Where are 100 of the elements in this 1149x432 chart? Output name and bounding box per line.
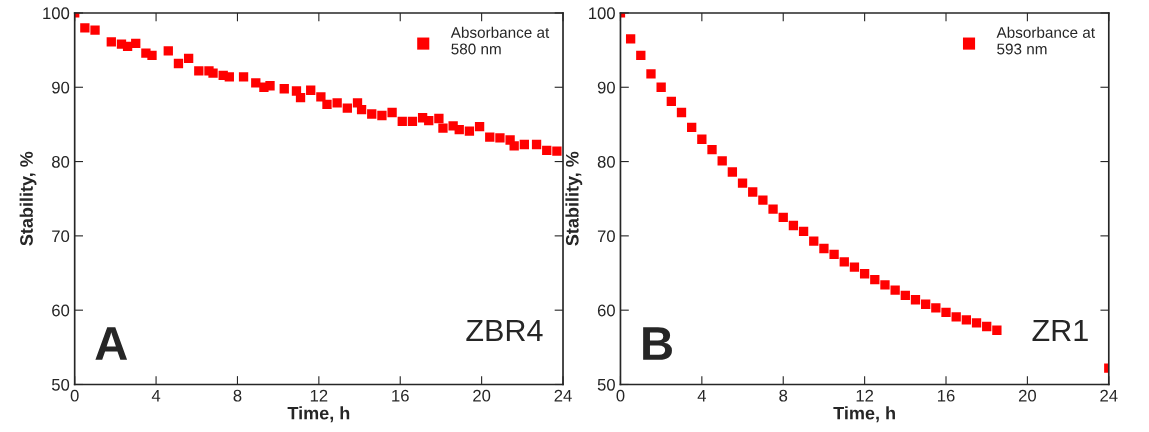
point (183, 53, 194, 63)
point (839, 257, 849, 267)
point (306, 85, 316, 95)
x-tick-label: 24 (1100, 389, 1118, 402)
point (194, 66, 204, 76)
point (717, 156, 727, 166)
point (438, 123, 448, 133)
point (788, 220, 799, 231)
x-tick-label: 0 (616, 389, 625, 402)
point (819, 243, 829, 254)
point (147, 50, 157, 60)
point (377, 110, 387, 121)
point (464, 126, 475, 136)
y-tick-label: 60 (597, 304, 615, 317)
point (295, 93, 306, 103)
point (931, 303, 941, 313)
point (992, 325, 1002, 335)
point (778, 212, 788, 222)
point (646, 69, 656, 79)
point (495, 133, 505, 143)
annotation: ZR1 (1032, 319, 1088, 341)
y-tick-label: 70 (597, 230, 615, 243)
point (656, 82, 666, 92)
point (921, 299, 931, 309)
y-tick-label: 70 (52, 230, 70, 243)
point (531, 139, 542, 150)
point (676, 107, 687, 118)
point (625, 34, 636, 44)
point (697, 134, 707, 144)
point (342, 103, 352, 113)
point (519, 139, 530, 150)
point (208, 68, 218, 78)
x-tick-label: 20 (473, 389, 491, 402)
y-tick-label: 80 (52, 155, 70, 168)
point (322, 99, 332, 110)
point (163, 46, 173, 56)
point (798, 226, 809, 237)
x-axis-title: Time, h (287, 406, 350, 423)
annotation: A (95, 327, 128, 360)
point (387, 107, 397, 118)
x-tick-label: 8 (779, 389, 788, 402)
point (758, 195, 768, 205)
point (768, 204, 778, 214)
y-tick-label: 50 (597, 378, 615, 391)
point (316, 92, 326, 102)
point (971, 318, 982, 328)
point (829, 249, 839, 260)
x-tick-label: 8 (233, 389, 242, 402)
point (474, 121, 485, 132)
annotation: ZBR4 (466, 319, 543, 341)
point (748, 187, 758, 197)
point (666, 96, 676, 107)
point (880, 280, 890, 290)
y-tick-label: 90 (52, 81, 70, 94)
point (367, 109, 377, 119)
x-tick-label: 12 (856, 389, 874, 402)
point (859, 269, 870, 279)
point (397, 116, 407, 127)
point (890, 285, 900, 295)
point (454, 124, 464, 135)
y-axis-title: Stability, % (19, 151, 37, 246)
point (687, 122, 697, 133)
point (910, 295, 921, 305)
point (265, 81, 275, 91)
point (356, 104, 367, 115)
x-tick-label: 24 (554, 389, 572, 402)
point (90, 25, 100, 35)
point (961, 315, 972, 325)
x-tick-label: 12 (310, 389, 328, 402)
y-tick-label: 100 (589, 7, 615, 20)
legend-label: Absorbance at 593 nm (996, 26, 1095, 55)
point (542, 145, 552, 156)
point (951, 312, 961, 322)
point (982, 321, 992, 332)
point (434, 113, 444, 124)
point (636, 50, 646, 60)
y-tick-label: 100 (43, 7, 70, 20)
y-axis-title: Stability, % (565, 151, 583, 246)
y-tick-label: 60 (52, 304, 70, 317)
point (485, 132, 495, 142)
point (424, 116, 434, 126)
x-axis-title: Time, h (833, 406, 895, 423)
point (224, 72, 234, 82)
x-tick-label: 4 (697, 389, 706, 402)
point (737, 178, 748, 188)
point (849, 262, 860, 272)
point (552, 146, 562, 156)
point (80, 23, 90, 33)
point (106, 37, 116, 47)
y-tick-label: 50 (51, 378, 70, 391)
x-tick-label: 20 (1018, 389, 1037, 402)
point (707, 145, 717, 155)
point (131, 38, 141, 49)
legend-label: Absorbance at 580 nm (450, 26, 550, 55)
point (332, 98, 342, 108)
point (727, 167, 738, 177)
point (173, 58, 184, 69)
point (509, 141, 519, 151)
x-tick-label: 16 (938, 389, 955, 402)
x-tick-label: 0 (70, 389, 79, 402)
